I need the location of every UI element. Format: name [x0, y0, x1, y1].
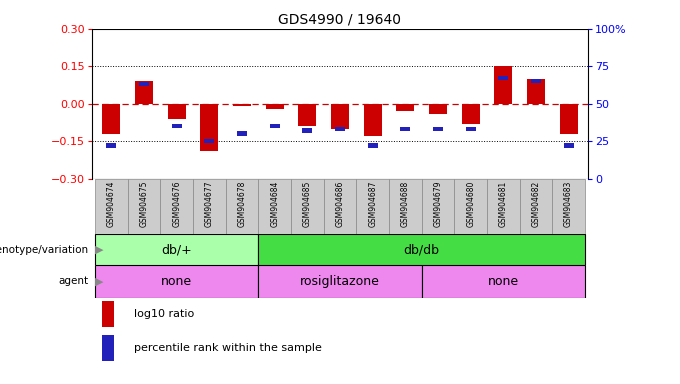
Bar [462, 104, 479, 124]
Bar [331, 104, 349, 129]
Bar [258, 265, 422, 298]
Text: GSM904683: GSM904683 [564, 181, 573, 227]
Text: GSM904686: GSM904686 [335, 181, 345, 227]
Bar [95, 234, 258, 265]
Text: none: none [161, 275, 192, 288]
Bar [139, 82, 149, 86]
Bar [201, 104, 218, 151]
Bar [205, 139, 214, 143]
Bar [364, 104, 381, 136]
Text: GSM904681: GSM904681 [499, 181, 508, 227]
Bar [401, 127, 410, 131]
Bar [324, 179, 356, 234]
Bar [95, 179, 128, 234]
Title: GDS4990 / 19640: GDS4990 / 19640 [279, 12, 401, 26]
Bar [237, 131, 247, 136]
Text: percentile rank within the sample: percentile rank within the sample [134, 343, 322, 353]
Text: GSM904685: GSM904685 [303, 181, 312, 227]
Text: db/+: db/+ [161, 243, 192, 256]
Bar [389, 179, 422, 234]
Text: rosiglitazone: rosiglitazone [300, 275, 380, 288]
Bar [429, 104, 447, 114]
Bar [102, 301, 114, 327]
Text: GSM904678: GSM904678 [237, 181, 247, 227]
Bar [233, 104, 251, 106]
Bar [95, 265, 258, 298]
Text: none: none [488, 275, 519, 288]
Bar [520, 179, 552, 234]
Bar [356, 179, 389, 234]
Bar [531, 79, 541, 83]
Bar [193, 179, 226, 234]
Bar [494, 66, 512, 104]
Text: GSM904674: GSM904674 [107, 181, 116, 227]
Text: log10 ratio: log10 ratio [134, 309, 194, 319]
Bar [299, 104, 316, 126]
Text: GSM904676: GSM904676 [172, 181, 181, 227]
Text: GSM904687: GSM904687 [368, 181, 377, 227]
Text: GSM904682: GSM904682 [532, 181, 541, 227]
Bar [103, 104, 120, 134]
Bar [564, 143, 573, 148]
Bar [454, 179, 487, 234]
Bar [527, 79, 545, 104]
Bar [258, 234, 585, 265]
Text: genotype/variation: genotype/variation [0, 245, 88, 255]
Bar [498, 76, 508, 81]
Bar [466, 127, 475, 131]
Text: GSM904680: GSM904680 [466, 181, 475, 227]
Bar [433, 127, 443, 131]
Bar [160, 179, 193, 234]
Bar [487, 179, 520, 234]
Text: db/db: db/db [404, 243, 440, 256]
Bar [135, 81, 153, 104]
Text: GSM904679: GSM904679 [433, 181, 443, 227]
Bar [258, 179, 291, 234]
Bar [422, 179, 454, 234]
Text: GSM904688: GSM904688 [401, 181, 410, 227]
Text: GSM904677: GSM904677 [205, 181, 214, 227]
Bar [270, 124, 279, 128]
Bar [226, 179, 258, 234]
Text: ▶: ▶ [95, 276, 103, 286]
Bar [303, 128, 312, 133]
Bar [168, 104, 186, 119]
Bar [102, 335, 114, 361]
Bar [335, 127, 345, 131]
Bar [560, 104, 577, 134]
Bar [368, 143, 377, 148]
Bar [552, 179, 585, 234]
Bar [128, 179, 160, 234]
Bar [107, 143, 116, 148]
Text: ▶: ▶ [95, 245, 103, 255]
Bar [291, 179, 324, 234]
Text: GSM904684: GSM904684 [270, 181, 279, 227]
Bar [172, 124, 182, 128]
Bar [396, 104, 414, 111]
Bar [266, 104, 284, 109]
Text: GSM904675: GSM904675 [139, 181, 148, 227]
Text: agent: agent [58, 276, 88, 286]
Bar [422, 265, 585, 298]
